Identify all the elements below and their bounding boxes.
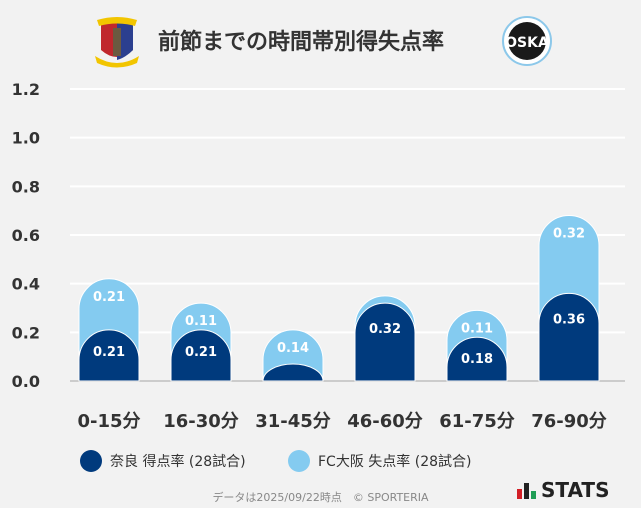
y-tick-label: 0.4 <box>12 275 40 294</box>
bar-home-scored <box>78 329 140 382</box>
y-tick-label: 0.2 <box>12 323 40 342</box>
legend-swatch-dark <box>80 450 102 472</box>
svg-text:OSKA: OSKA <box>505 35 549 51</box>
legend-swatch-light <box>288 450 310 472</box>
y-tick-label: 1.0 <box>12 129 40 148</box>
data-label-away: 0.14 <box>277 341 309 356</box>
data-label-away: 0.21 <box>93 290 125 305</box>
bar-home-scored <box>446 336 508 382</box>
bar-home-scored <box>262 363 324 382</box>
legend-label: 奈良 得点率 (28試合) <box>110 454 246 470</box>
data-label-home: 0.21 <box>93 345 125 360</box>
data-label-home: 0.32 <box>369 322 401 337</box>
stats-brand-text: STATS <box>541 478 610 502</box>
x-tick-label: 31-45分 <box>255 411 331 432</box>
chart-title: 前節までの時間帯別得失点率 <box>158 30 445 55</box>
y-tick-label: 0.8 <box>12 177 40 196</box>
x-tick-label: 61-75分 <box>439 411 515 432</box>
data-label-away: 0.11 <box>461 321 493 336</box>
x-tick-label: 46-60分 <box>347 411 423 432</box>
x-tick-label: 0-15分 <box>77 411 140 432</box>
legend-item-away: FC大阪 失点率 (28試合) <box>288 450 471 472</box>
x-tick-label: 76-90分 <box>531 411 607 432</box>
data-label-home: 0.36 <box>553 312 585 327</box>
y-tick-label: 0.0 <box>12 372 40 391</box>
nara-logo-icon <box>95 17 139 68</box>
stacked-bar-chart: 0.0 0.2 0.4 0.6 0.8 1.0 1.2 0.21 0.21 0-15分 0.11 0.… <box>12 80 625 432</box>
legend-label: FC大阪 失点率 (28試合) <box>318 454 472 470</box>
data-label-away: 0.11 <box>185 314 217 329</box>
legend-item-home: 奈良 得点率 (28試合) <box>80 450 246 472</box>
bar-home-scored <box>354 302 416 382</box>
x-tick-label: 16-30分 <box>163 411 239 432</box>
bar-home-scored <box>538 292 600 382</box>
y-tick-label: 1.2 <box>12 80 40 99</box>
bar-home-scored <box>170 329 232 382</box>
data-label-home: 0.18 <box>461 352 493 367</box>
y-tick-label: 0.6 <box>12 226 40 245</box>
stats-mark-icon <box>517 483 536 499</box>
data-label-home: 0.21 <box>185 345 217 360</box>
footer-note: データは2025/09/22時点 © SPORTERIA <box>212 491 429 504</box>
fc-osaka-logo-icon: OSKA <box>502 16 552 66</box>
stats-logo: STATS <box>517 478 609 502</box>
data-label-away: 0.32 <box>553 227 585 242</box>
